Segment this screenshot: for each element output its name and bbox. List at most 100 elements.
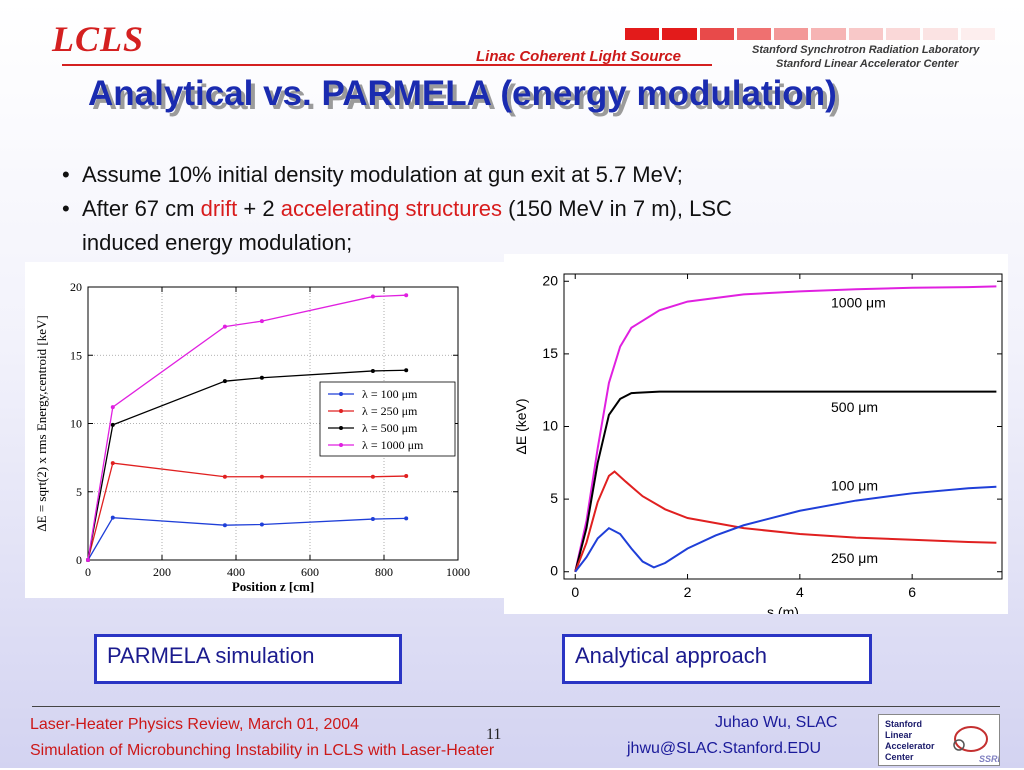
data-point (110, 422, 115, 427)
x-tick-label: 0 (85, 565, 91, 579)
legend-marker (339, 392, 343, 396)
data-point (370, 474, 375, 479)
x-tick-label: 0 (571, 584, 579, 600)
slac-logo-word: Center (885, 752, 914, 762)
analytical-chart-panel: 0 2 4 6 0 5 10 15 20 s (m) ΔE (keV) 1000 μm 500 μm 25… (504, 254, 1008, 620)
plot-frame (563, 273, 1003, 580)
data-point (404, 516, 409, 521)
data-point (404, 293, 409, 298)
y-tick-label: 20 (542, 272, 558, 288)
lab-name-line2: Stanford Linear Accelerator Center (776, 58, 959, 70)
page-number: 11 (486, 726, 502, 743)
series-line (574, 485, 997, 573)
caption-analytical: Analytical approach (562, 634, 872, 684)
x-tick-label: 200 (153, 565, 171, 579)
stripe-segment (736, 28, 772, 40)
stripe-segment (774, 28, 809, 40)
footer-event: Laser-Heater Physics Review, March 01, 2… (30, 716, 360, 733)
x-tick-label: 800 (375, 565, 393, 579)
legend-entry: λ = 500 μm (362, 421, 418, 435)
legend-entry: λ = 1000 μm (362, 438, 424, 452)
parmela-chart: 0 200 400 600 800 1000 0 5 10 15 20 Position z [cm]… (34, 280, 470, 594)
lcls-logo: LCLS (52, 19, 145, 59)
bullet-1-text: Assume 10% initial density modulation at… (82, 162, 683, 187)
stripe-segment (848, 28, 884, 40)
y-tick-label: 10 (542, 418, 558, 434)
header-stripe-bar (625, 28, 995, 40)
y-tick-label: 10 (70, 417, 82, 431)
data-point (259, 319, 264, 324)
stripe-segment (625, 28, 660, 40)
y-axis-label: ΔE (keV) (513, 398, 529, 454)
bullet-2-line2: induced energy modulation; (82, 230, 353, 255)
y-tick-label: 5 (76, 485, 82, 499)
bullet-2-mid: + 2 (237, 196, 281, 221)
data-point (404, 368, 409, 373)
header-subtitle: Linac Coherent Light Source (476, 48, 682, 65)
series-line (574, 470, 997, 573)
header-divider (62, 64, 712, 66)
stripe-segment (662, 28, 697, 40)
footer-email[interactable]: jhwu@SLAC.Stanford.EDU (627, 740, 822, 757)
series-label: 500 μm (831, 399, 878, 415)
series-line (87, 369, 407, 561)
y-tick-label: 20 (70, 280, 82, 294)
series-label: 250 μm (831, 550, 878, 566)
analytical-chart: 0 2 4 6 0 5 10 15 20 s (m) ΔE (keV) 1000 μm 500 μm 25… (513, 272, 1003, 620)
parmela-chart-panel: 0 200 400 600 800 1000 0 5 10 15 20 Position z [cm]… (25, 262, 504, 598)
data-point (110, 405, 115, 410)
ssrl-mark: SSRL (979, 754, 999, 764)
x-tick-label: 1000 (446, 565, 470, 579)
data-point (259, 522, 264, 527)
bullet-dot: • (62, 196, 70, 221)
bullet-2-drift: drift (200, 196, 238, 221)
bullet-2-accelerating: accelerating structures (280, 196, 503, 221)
bullet-2: • After 67 cm drift + 2 accelerating stru… (62, 192, 962, 226)
x-tick-label: 6 (908, 584, 916, 600)
stripe-segment (960, 28, 995, 40)
stripe-segment (886, 28, 921, 40)
y-tick-label: 15 (542, 345, 558, 361)
data-point (404, 474, 409, 479)
series-line (87, 294, 407, 561)
bullet-dot: • (62, 162, 70, 187)
legend-entry: λ = 250 μm (362, 404, 418, 418)
series-line (574, 390, 997, 572)
series-line (87, 462, 407, 561)
caption-parmela: PARMELA simulation (94, 634, 402, 684)
y-tick-label: 0 (550, 563, 558, 579)
data-point (370, 517, 375, 522)
stripe-segment (699, 28, 734, 40)
data-point (259, 474, 264, 479)
legend-box (319, 381, 456, 457)
footer-author: Juhao Wu, SLAC (715, 714, 838, 731)
data-point (86, 558, 90, 562)
slac-logo-word: Linear (885, 730, 913, 740)
lab-name-line1: Stanford Synchrotron Radiation Laborator… (752, 44, 980, 56)
footer-talk-title: Simulation of Microbunching Instability … (30, 742, 495, 759)
x-tick-label: 2 (684, 584, 692, 600)
data-point (110, 461, 115, 466)
legend-marker (339, 409, 343, 413)
y-tick-label: 5 (550, 490, 558, 506)
data-point (110, 515, 115, 520)
bullet-1: • Assume 10% initial density modulation a… (62, 158, 962, 192)
data-point (222, 379, 227, 384)
slac-logo-word: Stanford (885, 719, 922, 729)
series-label: 1000 μm (831, 294, 886, 310)
series-label: 100 μm (831, 477, 878, 493)
data-point (370, 368, 375, 373)
x-tick-label: 400 (227, 565, 245, 579)
stripe-segment (923, 28, 958, 40)
y-tick-label: 0 (76, 553, 82, 567)
legend-marker (339, 426, 343, 430)
x-axis-label: s (m) (767, 604, 799, 614)
slide-title: Analytical vs. PARMELA (energy modulatio… (88, 74, 837, 113)
legend-marker (339, 443, 343, 447)
legend-entry: λ = 100 μm (362, 387, 418, 401)
data-point (370, 294, 375, 299)
data-point (222, 324, 227, 329)
stripe-segment (811, 28, 846, 40)
